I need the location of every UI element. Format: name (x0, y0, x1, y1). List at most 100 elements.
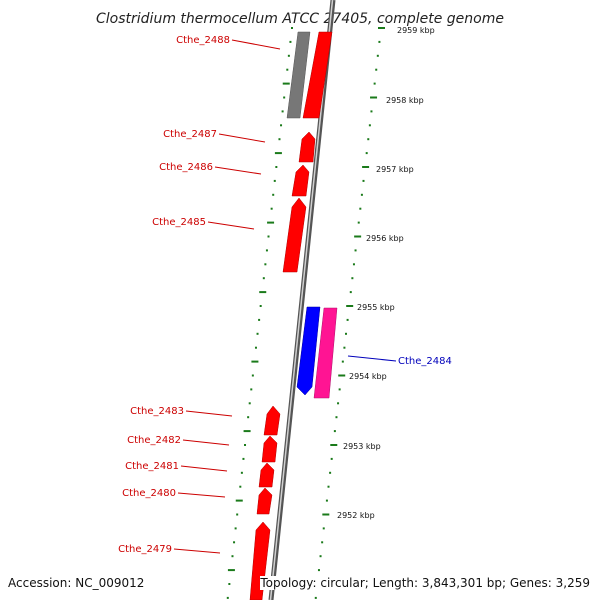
gene-cthe-2479[interactable] (249, 521, 271, 600)
minor-tick (373, 82, 376, 85)
minor-tick (248, 402, 251, 405)
gene-cthe-2482[interactable] (261, 435, 278, 463)
kbp-label-2955: 2955 kbp (357, 303, 395, 312)
minor-tick (330, 457, 333, 460)
minor-tick (244, 444, 247, 446)
leader-cthe-2488 (231, 39, 281, 50)
major-tick (267, 221, 275, 224)
kbp-label-2956: 2956 kbp (366, 234, 404, 243)
leader-cthe-2485 (207, 221, 255, 230)
minor-tick (256, 332, 259, 335)
major-tick (274, 152, 282, 155)
major-tick (338, 374, 346, 377)
minor-tick (319, 555, 322, 558)
label-cthe-2484[interactable]: Cthe_2484 (398, 356, 452, 367)
minor-tick (335, 416, 338, 419)
minor-tick (349, 291, 352, 294)
minor-tick (286, 68, 289, 71)
major-tick (235, 499, 243, 502)
kbp-label-2954: 2954 kbp (349, 372, 387, 381)
label-cthe-2481[interactable]: Cthe_2481 (125, 461, 179, 472)
label-cthe-2480[interactable]: Cthe_2480 (122, 488, 176, 499)
minor-tick (327, 485, 330, 488)
label-cthe-2483[interactable]: Cthe_2483 (130, 406, 184, 417)
minor-tick (240, 471, 243, 474)
major-tick (243, 430, 251, 433)
major-tick (251, 360, 259, 363)
accession-text: Accession: NC_009012 (8, 576, 145, 590)
minor-tick (236, 513, 239, 516)
minor-tick (365, 152, 368, 155)
gene-cthe-2487[interactable] (298, 131, 316, 163)
major-tick (227, 569, 235, 572)
minor-tick (329, 471, 332, 474)
minor-tick (367, 138, 370, 141)
major-tick (330, 444, 338, 446)
minor-tick (375, 68, 378, 71)
minor-tick (228, 583, 231, 585)
minor-tick (352, 263, 355, 266)
minor-tick (337, 402, 340, 405)
gene-cthe-2484[interactable] (296, 306, 321, 396)
gene-cthe-2480[interactable] (256, 487, 273, 515)
major-tick (370, 96, 378, 99)
gene-cthe-2486[interactable] (291, 164, 310, 197)
minor-tick (283, 96, 286, 99)
minor-tick (251, 374, 254, 377)
label-cthe-2487[interactable]: Cthe_2487 (163, 129, 217, 140)
minor-tick (322, 527, 325, 530)
leader-cthe-2480 (177, 492, 226, 498)
gene-cthe-2485[interactable] (282, 197, 307, 273)
leader-cthe-2479 (173, 548, 221, 554)
minor-tick (321, 541, 324, 544)
leader-cthe-2483 (185, 410, 233, 417)
major-tick (378, 27, 385, 29)
major-tick (322, 513, 330, 516)
label-cthe-2488[interactable]: Cthe_2488 (176, 35, 230, 46)
minor-tick (378, 40, 381, 43)
minor-tick (341, 360, 344, 363)
leader-cthe-2486 (214, 166, 262, 175)
minor-tick (368, 124, 371, 127)
kbp-label-2958: 2958 kbp (386, 96, 424, 105)
minor-tick (239, 485, 242, 488)
map-title: Clostridium thermocellum ATCC 27405, com… (96, 11, 504, 27)
minor-tick (359, 207, 362, 210)
minor-tick (354, 249, 357, 252)
minor-tick (346, 318, 349, 321)
minor-tick (333, 430, 336, 433)
minor-tick (270, 207, 273, 210)
minor-tick (345, 332, 348, 335)
minor-tick (264, 263, 267, 266)
minor-tick (370, 110, 373, 113)
major-tick (354, 235, 362, 238)
gene-cthe-2484-pink[interactable] (313, 307, 338, 399)
minor-tick (250, 388, 253, 391)
genome-backbone (268, 0, 336, 600)
major-tick (346, 305, 354, 307)
minor-tick (267, 235, 270, 238)
kbp-label-2952: 2952 kbp (337, 511, 375, 520)
leader-cthe-2487 (218, 133, 266, 143)
gene-cthe-2488[interactable] (302, 31, 333, 119)
minor-tick (291, 27, 293, 29)
minor-tick (265, 249, 268, 252)
minor-tick (231, 555, 234, 558)
minor-tick (360, 193, 363, 196)
label-cthe-2486[interactable]: Cthe_2486 (159, 162, 213, 173)
gene-gray-segment[interactable] (286, 31, 311, 119)
minor-tick (325, 499, 328, 502)
kbp-label-2959: 2959 kbp (397, 26, 435, 35)
minor-tick (376, 54, 379, 57)
minor-tick (357, 221, 360, 224)
label-cthe-2485[interactable]: Cthe_2485 (152, 217, 206, 228)
label-cthe-2479[interactable]: Cthe_2479 (118, 544, 172, 555)
minor-tick (314, 596, 317, 599)
gene-cthe-2481[interactable] (258, 462, 275, 488)
minor-tick (242, 457, 245, 460)
label-cthe-2482[interactable]: Cthe_2482 (127, 435, 181, 446)
minor-tick (273, 179, 276, 182)
gene-cthe-2483[interactable] (263, 405, 281, 436)
minor-tick (278, 138, 281, 141)
